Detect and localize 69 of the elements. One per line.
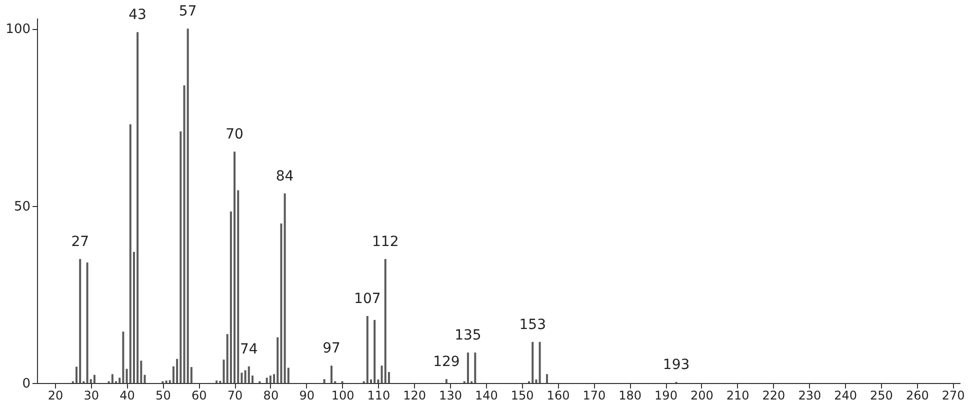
bar (248, 366, 250, 383)
y-tick-label: 0 (22, 376, 30, 392)
x-tick-label: 70 (227, 388, 243, 402)
x-tick-label: 260 (906, 388, 929, 402)
bar (244, 370, 246, 383)
x-tick-label: 120 (403, 388, 426, 402)
bar (86, 262, 88, 383)
bar (111, 374, 114, 383)
annotation: 27 (71, 234, 90, 250)
y-tick-label: 100 (6, 22, 30, 38)
annotation: 193 (662, 356, 690, 373)
x-tick-label: 20 (48, 388, 64, 402)
x-tick-label: 30 (84, 388, 100, 402)
x-tick-label: 240 (834, 388, 858, 402)
annotation: 84 (276, 168, 294, 184)
bar (546, 374, 548, 383)
x-tick-label: 80 (263, 388, 279, 402)
bar (269, 376, 272, 383)
bar (136, 32, 139, 383)
x-tick-label: 50 (156, 388, 171, 402)
x-tick-label: 250 (870, 388, 893, 402)
bar (79, 258, 82, 383)
bar (532, 342, 534, 383)
x-tick-label: 160 (546, 388, 570, 402)
annotation: 74 (240, 341, 258, 358)
annotation: 129 (433, 354, 460, 370)
bar (374, 320, 376, 383)
bar (280, 224, 282, 383)
bar (323, 379, 326, 383)
annotation: 70 (226, 126, 244, 143)
x-tick-label: 60 (191, 388, 207, 402)
bar (129, 124, 132, 383)
x-tick-label: 150 (510, 388, 534, 402)
annotation: 112 (372, 234, 399, 250)
x-tick-label: 170 (582, 388, 606, 402)
bar (234, 152, 236, 383)
bar (445, 379, 448, 383)
bar (474, 352, 476, 383)
x-tick-label: 200 (690, 388, 714, 402)
x-tick-label: 40 (120, 388, 135, 402)
bar (284, 193, 286, 383)
bar (384, 258, 386, 383)
x-tick-label: 180 (618, 388, 642, 402)
bar (366, 316, 368, 383)
x-tick-label: 130 (439, 388, 462, 402)
x-tick-label: 210 (726, 388, 750, 402)
annotation: 135 (454, 328, 482, 344)
x-tick-label: 110 (367, 388, 390, 402)
annotation: 57 (178, 4, 197, 20)
y-tick-label: 50 (14, 199, 30, 214)
bar (186, 28, 189, 383)
x-tick-label: 270 (942, 388, 965, 402)
bar (93, 374, 96, 383)
x-tick-label: 90 (299, 388, 314, 402)
bar (183, 85, 186, 383)
annotation: 153 (519, 316, 546, 333)
annotation: 107 (354, 291, 381, 308)
bar (122, 332, 124, 383)
x-tick-label: 100 (331, 388, 354, 402)
annotation: 97 (322, 340, 340, 357)
x-tick-label: 230 (798, 388, 822, 402)
bar (330, 366, 332, 383)
x-tick-label: 140 (474, 388, 498, 402)
x-tick-label: 220 (762, 388, 786, 402)
bar (466, 352, 469, 383)
annotation: 43 (128, 7, 146, 24)
bar (538, 342, 541, 383)
x-tick-label: 190 (654, 388, 678, 402)
bar (266, 378, 268, 383)
